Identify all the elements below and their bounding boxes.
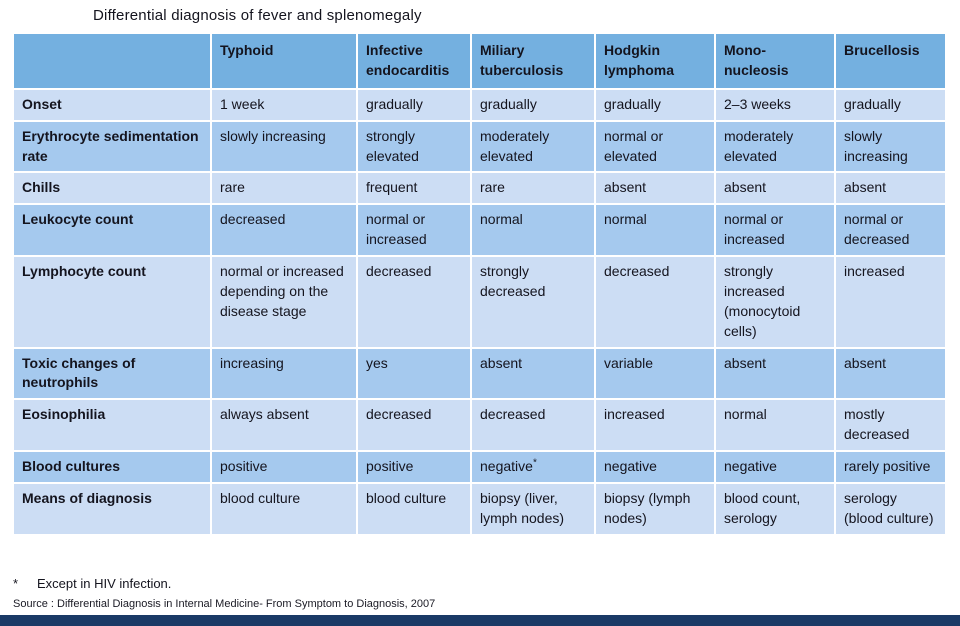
table-cell: gradually — [470, 87, 596, 122]
table-cell: absent — [594, 171, 716, 206]
row-label: Means of diagnosis — [12, 481, 212, 536]
table-cell: negative — [594, 450, 716, 484]
table-row: Leukocyte count decreased normal or increa… — [12, 203, 947, 257]
table-cell: normal or increased — [356, 203, 472, 257]
corner-header — [12, 32, 212, 90]
table-cell: positive — [210, 450, 358, 484]
table-cell: gradually — [594, 87, 716, 122]
row-label: Blood cultures — [12, 450, 212, 484]
table-cell: moderately elevated — [470, 119, 596, 174]
row-label: Toxic changes of neutrophils — [12, 346, 212, 401]
table-cell: normal or increased depending on the dis… — [210, 255, 358, 349]
table-cell: increasing — [210, 346, 358, 401]
row-label: Leukocyte count — [12, 203, 212, 257]
table-cell: blood count, serology — [714, 481, 836, 536]
table-cell: increased — [594, 398, 716, 452]
footnote-text: Except in HIV infection. — [37, 576, 172, 591]
table-cell: variable — [594, 346, 716, 401]
table-cell: yes — [356, 346, 472, 401]
table-row: Toxic changes of neutrophils increasing ye… — [12, 346, 947, 401]
column-header: Brucellosis — [834, 32, 947, 90]
table-cell: normal or decreased — [834, 203, 947, 257]
table-cell: normal or elevated — [594, 119, 716, 174]
table-cell: strongly decreased — [470, 255, 596, 349]
table-cell: absent — [834, 346, 947, 401]
table-body: Onset 1 week gradually gradually gradually 2–… — [12, 87, 947, 536]
column-header: Typhoid — [210, 32, 358, 90]
table-row: Blood cultures positive positive negative* n… — [12, 450, 947, 484]
row-label: Lymphocyte count — [12, 255, 212, 349]
footnote: * Except in HIV infection. — [13, 576, 171, 591]
table-cell: normal or increased — [714, 203, 836, 257]
table-cell: negative* — [470, 450, 596, 484]
footnote-ref: * — [532, 457, 537, 469]
table-row: Erythrocyte sedimentation rate slowly inc… — [12, 119, 947, 174]
table-row: Chills rare frequent rare absent absent absent — [12, 171, 947, 206]
table-cell: strongly increased (monocytoid cells) — [714, 255, 836, 349]
footnote-marker: * — [13, 576, 19, 591]
table-cell: biopsy (lymph nodes) — [594, 481, 716, 536]
table-cell: 1 week — [210, 87, 358, 122]
table-cell: mostly decreased — [834, 398, 947, 452]
table-cell: decreased — [210, 203, 358, 257]
table-cell: absent — [470, 346, 596, 401]
row-label: Onset — [12, 87, 212, 122]
row-label: Eosinophilia — [12, 398, 212, 452]
table-row: Eosinophilia always absent decreased decrea… — [12, 398, 947, 452]
header-row: Typhoid Infective endocarditis Miliary tub… — [12, 32, 947, 90]
table-header: Typhoid Infective endocarditis Miliary tub… — [12, 32, 947, 90]
table-row: Onset 1 week gradually gradually gradually 2–… — [12, 87, 947, 122]
table-row: Means of diagnosis blood culture blood cul… — [12, 481, 947, 536]
bottom-bar — [0, 615, 960, 626]
table-cell: always absent — [210, 398, 358, 452]
row-label: Chills — [12, 171, 212, 206]
table-cell: frequent — [356, 171, 472, 206]
table-cell: absent — [714, 346, 836, 401]
table-cell: decreased — [470, 398, 596, 452]
table-cell: 2–3 weeks — [714, 87, 836, 122]
table-cell: decreased — [356, 398, 472, 452]
table-cell: slowly increasing — [834, 119, 947, 174]
table-cell: negative — [714, 450, 836, 484]
table-cell: decreased — [356, 255, 472, 349]
table-cell: slowly increasing — [210, 119, 358, 174]
table-cell: absent — [714, 171, 836, 206]
table-cell: gradually — [834, 87, 947, 122]
table-cell: blood culture — [210, 481, 358, 536]
page-title: Differential diagnosis of fever and sple… — [93, 7, 422, 24]
row-label: Erythrocyte sedimentation rate — [12, 119, 212, 174]
diagnosis-table: Typhoid Infective endocarditis Miliary tub… — [12, 32, 947, 536]
table-cell: normal — [714, 398, 836, 452]
table-cell: gradually — [356, 87, 472, 122]
table-cell: rare — [210, 171, 358, 206]
column-header: Hodgkin lymphoma — [594, 32, 716, 90]
table-row: Lymphocyte count normal or increased depe… — [12, 255, 947, 349]
table-cell: decreased — [594, 255, 716, 349]
column-header: Miliary tuberculosis — [470, 32, 596, 90]
table-cell: absent — [834, 171, 947, 206]
column-header: Mono- nucleosis — [714, 32, 836, 90]
table-cell: biopsy (liver, lymph nodes) — [470, 481, 596, 536]
table-cell: moderately elevated — [714, 119, 836, 174]
table-cell: serology (blood culture) — [834, 481, 947, 536]
table-cell: strongly elevated — [356, 119, 472, 174]
table-cell: rare — [470, 171, 596, 206]
table-cell: rarely positive — [834, 450, 947, 484]
table-cell: normal — [594, 203, 716, 257]
column-header: Infective endocarditis — [356, 32, 472, 90]
table-cell: normal — [470, 203, 596, 257]
source-line: Source : Differential Diagnosis in Inter… — [13, 598, 436, 610]
table-cell: increased — [834, 255, 947, 349]
table-cell: positive — [356, 450, 472, 484]
table-cell: blood culture — [356, 481, 472, 536]
